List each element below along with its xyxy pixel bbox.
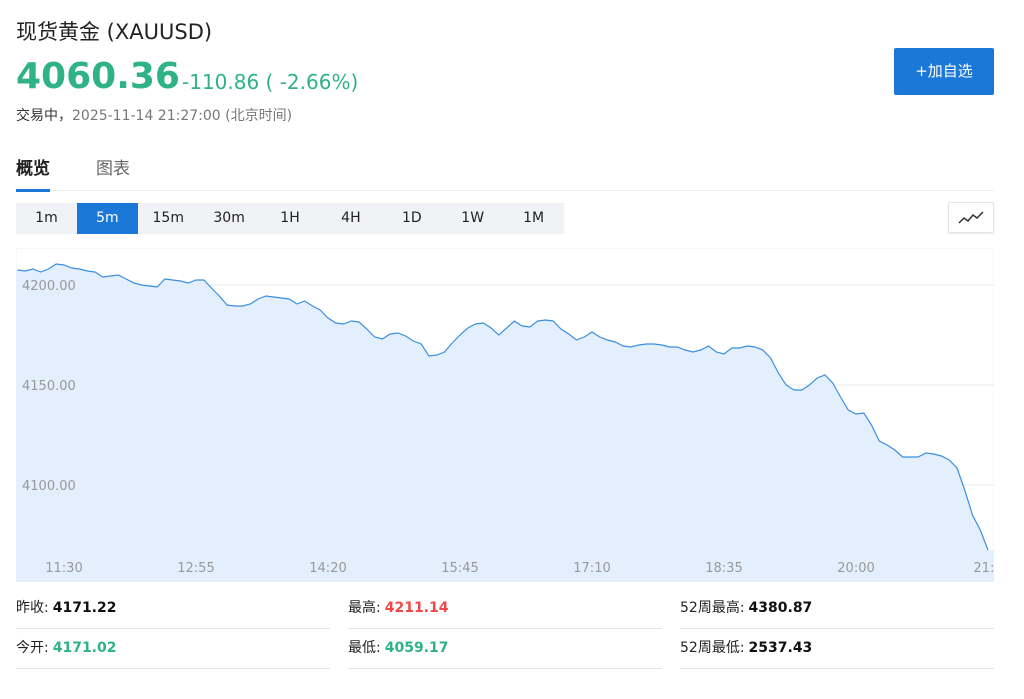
stat-value: 4380.87 bbox=[748, 600, 813, 616]
x-tick-label: 18:35 bbox=[705, 561, 742, 576]
stat-value: 4059.17 bbox=[384, 640, 449, 656]
stat-row: 今开: 4171.02 bbox=[16, 629, 330, 669]
tabs: 概览 图表 bbox=[16, 150, 994, 192]
status-line: 交易中，2025-11-14 21:27:00 (北京时间) bbox=[16, 105, 292, 125]
change: -110.86 ( -2.66%) bbox=[182, 70, 359, 94]
status: 交易中， bbox=[16, 108, 72, 124]
plot-border bbox=[16, 248, 994, 582]
stat-value: 4171.02 bbox=[52, 640, 117, 656]
plot: 4100.00 4150.00 4200.00 11:30 12:55 14:20 15:4… bbox=[16, 248, 1002, 582]
stat-row: 昨收: 4171.22 bbox=[16, 589, 330, 629]
price-line bbox=[17, 263, 989, 551]
chart-style-button[interactable] bbox=[948, 202, 994, 233]
interval-button[interactable]: 1D bbox=[401, 210, 422, 226]
stat-label: 最高: bbox=[348, 600, 381, 616]
interval-button[interactable]: 5m bbox=[76, 203, 138, 234]
x-tick-label: 21:2 bbox=[973, 561, 1002, 576]
stat-label: 昨收: bbox=[16, 600, 49, 616]
interval-button[interactable]: 1H bbox=[280, 210, 300, 226]
y-tick-label: 4100.00 bbox=[22, 479, 76, 494]
stat-label: 今开: bbox=[16, 640, 49, 656]
price: 4060.36 bbox=[16, 56, 180, 97]
stat-value: 4171.22 bbox=[52, 600, 117, 616]
interval-button[interactable]: 30m bbox=[213, 210, 245, 226]
interval-button[interactable]: 1W bbox=[461, 210, 485, 226]
x-tick-label: 17:10 bbox=[573, 561, 610, 576]
tab[interactable]: 图表 bbox=[96, 159, 130, 179]
timestamp: 2025-11-14 21:27:00 (北京时间) bbox=[72, 108, 293, 124]
stat-label: 最低: bbox=[348, 640, 381, 656]
interval-bar: 1m 5m 15m 30m 1H 4H 1D 1W 1M bbox=[16, 203, 564, 234]
x-tick-label: 11:30 bbox=[45, 561, 82, 576]
stat-row: 52周最高: 4380.87 bbox=[680, 589, 994, 629]
stat-row: 最低: 4059.17 bbox=[348, 629, 662, 669]
title: 现货黄金 (XAUUSD) bbox=[16, 20, 213, 44]
stat-label: 52周最高: bbox=[680, 600, 745, 616]
stat-value: 2537.43 bbox=[748, 640, 813, 656]
area bbox=[16, 264, 994, 582]
x-tick-label: 15:45 bbox=[441, 561, 478, 576]
icon bbox=[958, 211, 984, 224]
stat-row: 52周最低: 2537.43 bbox=[680, 629, 994, 669]
y-tick-label: 4200.00 bbox=[22, 279, 76, 294]
x-tick-label: 12:55 bbox=[177, 561, 214, 576]
tab[interactable]: 概览 bbox=[16, 154, 50, 192]
interval-button[interactable]: 1m bbox=[35, 210, 58, 226]
add-watchlist-button[interactable]: +加自选 bbox=[894, 48, 994, 95]
interval-button[interactable]: 1M bbox=[523, 210, 545, 226]
stat-label: 52周最低: bbox=[680, 640, 745, 656]
interval-button[interactable]: 15m bbox=[152, 210, 184, 226]
x-tick-label: 20:00 bbox=[837, 561, 874, 576]
stat-row: 最高: 4211.14 bbox=[348, 589, 662, 629]
y-tick-label: 4150.00 bbox=[22, 379, 76, 394]
stat-value: 4211.14 bbox=[384, 600, 449, 616]
x-tick-label: 14:20 bbox=[309, 561, 346, 576]
interval-button[interactable]: 4H bbox=[341, 210, 361, 226]
